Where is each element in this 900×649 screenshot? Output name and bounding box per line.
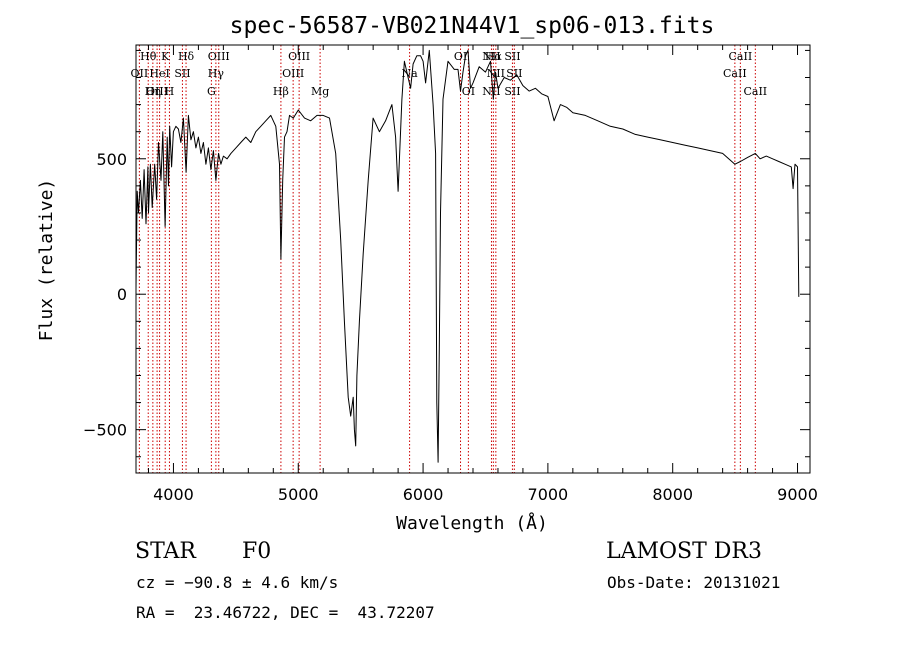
line-label-6: Hδ bbox=[178, 50, 195, 63]
line-label-12: OIII bbox=[288, 50, 310, 63]
axis-ticks: 4000 5000 6000 7000 8000 9000 −500 0 500 bbox=[83, 45, 818, 504]
line-marker-layer bbox=[138, 45, 756, 473]
chart-title: spec-56587-VB021N44V1_sp06-013.fits bbox=[230, 13, 715, 39]
line-label-2: OIII bbox=[146, 85, 168, 98]
object-class: STAR bbox=[135, 539, 196, 564]
line-label-28: CaII bbox=[743, 85, 767, 98]
y-axis-label: Flux (relative) bbox=[36, 179, 57, 342]
line-label-16: Na bbox=[402, 67, 419, 80]
line-label-8: H bbox=[165, 85, 175, 98]
y-tick-label-0: −500 bbox=[83, 421, 127, 440]
x-tick-label-3: 7000 bbox=[528, 485, 569, 504]
line-label-18: OI bbox=[462, 85, 475, 98]
line-label-0: Hθ bbox=[140, 50, 157, 63]
line-label-17: OI bbox=[454, 50, 467, 63]
x-tick-label-1: 5000 bbox=[278, 485, 319, 504]
x-axis-label: Wavelength (Å) bbox=[396, 512, 548, 534]
line-label-5: Hη bbox=[145, 85, 161, 98]
x-tick-label-5: 9000 bbox=[777, 485, 818, 504]
line-label-22: NII bbox=[487, 67, 505, 80]
line-label-26: CaII bbox=[729, 50, 753, 63]
x-tick-label-0: 4000 bbox=[153, 485, 194, 504]
line-label-20: Hα bbox=[485, 50, 503, 63]
redshift-value: cz = −90.8 ± 4.6 km/s bbox=[136, 573, 339, 592]
y-tick-label-1: 0 bbox=[117, 285, 127, 304]
line-label-19: NII bbox=[482, 50, 500, 63]
line-label-23: SII bbox=[506, 67, 522, 80]
line-label-21: SII bbox=[504, 50, 520, 63]
line-label-27: CaII bbox=[723, 67, 747, 80]
line-label-15: Mg bbox=[311, 85, 329, 98]
line-label-9: OIII bbox=[208, 50, 230, 63]
plot-frame bbox=[135, 44, 811, 474]
y-tick-label-2: 500 bbox=[96, 150, 127, 169]
line-label-1: OII bbox=[131, 67, 149, 80]
series-layer bbox=[135, 49, 800, 463]
survey-name: LAMOST DR3 bbox=[606, 539, 762, 564]
object-subclass: F0 bbox=[242, 539, 272, 564]
line-label-13: OIII bbox=[282, 67, 304, 80]
line-label-10: Hγ bbox=[208, 67, 225, 80]
line-label-4: HeI bbox=[149, 67, 169, 80]
line-label-3: K bbox=[161, 50, 170, 63]
coordinates: RA = 23.46722, DEC = 43.72207 bbox=[136, 603, 435, 622]
x-tick-label-2: 6000 bbox=[403, 485, 444, 504]
line-label-7: SII bbox=[174, 67, 190, 80]
line-label-14: Hβ bbox=[273, 85, 289, 98]
spectrum-series-0 bbox=[135, 49, 800, 463]
line-label-25: SII bbox=[504, 85, 520, 98]
line-label-11: G bbox=[207, 85, 216, 98]
line-label-24: NII bbox=[482, 85, 500, 98]
x-tick-label-4: 8000 bbox=[652, 485, 693, 504]
observation-date: Obs-Date: 20131021 bbox=[607, 573, 781, 592]
